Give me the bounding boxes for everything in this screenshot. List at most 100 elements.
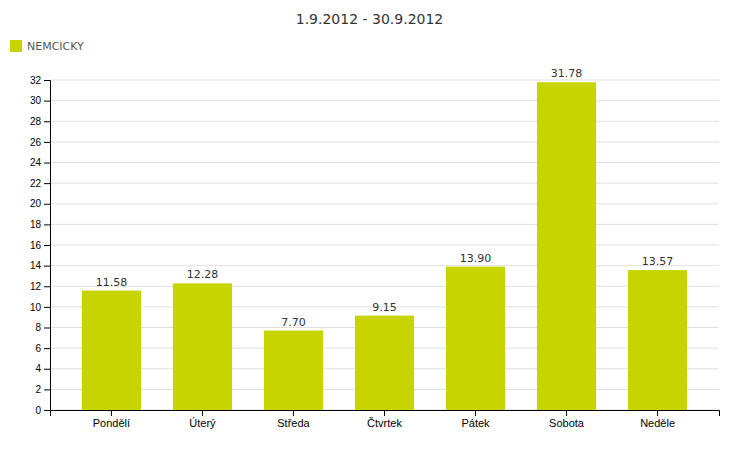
chart: 02468101214161820222426283032PondělíÚter… bbox=[0, 0, 739, 450]
x-tick-label: Neděle bbox=[640, 417, 675, 429]
x-tick-label: Pátek bbox=[461, 417, 490, 429]
y-tick-label: 30 bbox=[30, 95, 42, 106]
y-tick-mark bbox=[44, 142, 50, 143]
x-tick: Pátek bbox=[461, 410, 490, 429]
y-tick-label: 0 bbox=[35, 405, 41, 416]
y-tick: 28 bbox=[30, 116, 50, 127]
data-label: 31.78 bbox=[551, 67, 583, 80]
y-tick-mark bbox=[44, 245, 50, 246]
data-label: 12.28 bbox=[187, 268, 219, 281]
y-tick-label: 12 bbox=[30, 281, 42, 292]
grid-line bbox=[50, 141, 719, 142]
x-tick: Čtvrtek bbox=[367, 410, 402, 429]
y-tick-label: 24 bbox=[30, 157, 42, 168]
y-tick: 10 bbox=[30, 302, 50, 313]
y-tick: 14 bbox=[30, 260, 50, 271]
x-tick-label: Čtvrtek bbox=[367, 417, 402, 429]
y-tick: 24 bbox=[30, 157, 50, 168]
y-axis-line bbox=[44, 81, 51, 411]
data-label: 13.90 bbox=[460, 252, 492, 265]
x-tick-mark bbox=[657, 410, 658, 416]
legend-label: NEMCICKY bbox=[27, 40, 84, 53]
bar bbox=[537, 82, 596, 410]
y-tick-mark bbox=[44, 410, 50, 411]
bar bbox=[264, 331, 323, 410]
y-tick: 22 bbox=[30, 178, 50, 189]
x-axis: Pondělí Úterý Středa Čtvrtek Pátek Sobota Nedě… bbox=[51, 410, 720, 429]
y-tick: 32 bbox=[30, 75, 50, 86]
legend-item: NEMCICKY bbox=[10, 40, 84, 53]
y-tick-label: 26 bbox=[30, 137, 42, 148]
y-tick-label: 22 bbox=[30, 178, 42, 189]
grid-line bbox=[50, 121, 719, 122]
y-tick-label: 6 bbox=[35, 343, 41, 354]
grid bbox=[50, 80, 719, 410]
data-labels: 11.58 12.28 7.70 9.15 13.90 31.78 13.57 bbox=[96, 67, 674, 328]
grid-line bbox=[50, 183, 719, 184]
data-label: 13.57 bbox=[642, 255, 674, 268]
bars bbox=[82, 82, 687, 410]
data-label: 11.58 bbox=[96, 276, 128, 289]
y-tick-mark bbox=[44, 286, 50, 287]
y-tick: 20 bbox=[30, 198, 50, 209]
data-label: 7.70 bbox=[281, 316, 306, 329]
y-tick-mark bbox=[44, 101, 50, 102]
x-tick-label: Středa bbox=[277, 417, 310, 429]
y-tick: 6 bbox=[35, 343, 50, 354]
bar bbox=[173, 283, 232, 410]
x-tick-mark bbox=[475, 410, 476, 416]
y-tick-label: 4 bbox=[35, 363, 41, 374]
grid-line bbox=[50, 286, 719, 287]
y-axis: 02468101214161820222426283032 bbox=[30, 75, 51, 416]
plot: 02468101214161820222426283032PondělíÚter… bbox=[30, 67, 720, 429]
y-tick: 12 bbox=[30, 281, 50, 292]
x-tick-mark bbox=[566, 410, 567, 416]
y-tick: 16 bbox=[30, 240, 50, 251]
y-tick-mark bbox=[44, 266, 50, 267]
data-label: 9.15 bbox=[372, 301, 397, 314]
x-tick-label: Pondělí bbox=[93, 417, 130, 429]
y-tick-mark bbox=[44, 348, 50, 349]
y-tick-label: 28 bbox=[30, 116, 42, 127]
y-tick-label: 14 bbox=[30, 260, 42, 271]
title: 1.9.2012 - 30.9.2012 bbox=[296, 11, 444, 27]
y-tick: 26 bbox=[30, 137, 50, 148]
x-tick-label: Úterý bbox=[189, 417, 216, 429]
y-tick-label: 20 bbox=[30, 198, 42, 209]
bar bbox=[446, 267, 505, 410]
legend-swatch bbox=[10, 40, 22, 52]
x-tick-mark bbox=[293, 410, 294, 416]
grid-line bbox=[50, 203, 719, 204]
x-tick-mark bbox=[202, 410, 203, 416]
x-tick: Úterý bbox=[189, 410, 216, 429]
y-tick-mark bbox=[44, 204, 50, 205]
x-tick: Středa bbox=[277, 410, 310, 429]
legend: NEMCICKY bbox=[10, 40, 84, 53]
y-tick: 4 bbox=[35, 363, 50, 374]
grid-line bbox=[50, 224, 719, 225]
x-tick-mark bbox=[384, 410, 385, 416]
y-tick: 2 bbox=[35, 384, 50, 395]
y-tick-mark bbox=[44, 121, 50, 122]
grid-line bbox=[50, 80, 719, 81]
x-tick-label: Sobota bbox=[549, 417, 585, 429]
x-tick: Neděle bbox=[640, 410, 675, 429]
y-tick: 30 bbox=[30, 95, 50, 106]
grid-line bbox=[50, 100, 719, 101]
x-tick: Sobota bbox=[549, 410, 585, 429]
grid-line bbox=[50, 265, 719, 266]
bar bbox=[355, 316, 414, 410]
grid-line bbox=[50, 245, 719, 246]
y-tick: 18 bbox=[30, 219, 50, 230]
y-tick-mark bbox=[44, 183, 50, 184]
y-tick-label: 8 bbox=[35, 322, 41, 333]
x-tick: Pondělí bbox=[93, 410, 130, 429]
y-tick-label: 18 bbox=[30, 219, 42, 230]
y-tick-label: 32 bbox=[30, 75, 42, 86]
y-tick-label: 2 bbox=[35, 384, 41, 395]
y-tick-label: 16 bbox=[30, 240, 42, 251]
y-tick: 8 bbox=[35, 322, 50, 333]
y-tick: 0 bbox=[35, 405, 50, 416]
y-tick-mark bbox=[44, 80, 50, 81]
y-tick-mark bbox=[44, 389, 50, 390]
